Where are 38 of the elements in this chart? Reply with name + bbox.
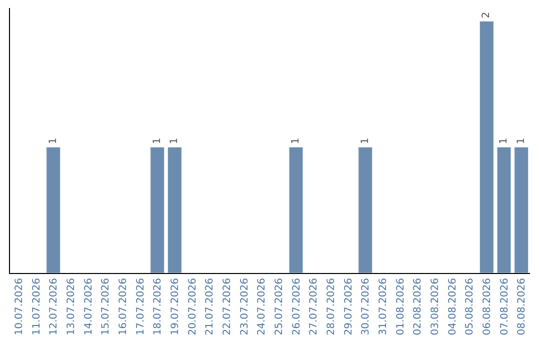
data-label: 1 bbox=[169, 138, 180, 144]
x-tick-label: 21.07.2026 bbox=[204, 278, 216, 336]
x-tick-label: 04.08.2026 bbox=[447, 278, 458, 336]
x-tick-label: 20.07.2026 bbox=[187, 278, 198, 336]
x-tick-label: 02.08.2026 bbox=[412, 278, 424, 336]
x-tick-label: 03.08.2026 bbox=[430, 278, 441, 336]
x-tick-label: 26.07.2026 bbox=[291, 278, 302, 336]
x-tick-label: 08.08.2026 bbox=[516, 278, 528, 336]
x-tick-label: 01.08.2026 bbox=[395, 278, 406, 336]
data-label: 1 bbox=[48, 138, 59, 144]
x-tick-label: 29.07.2026 bbox=[343, 278, 354, 336]
data-label: 2 bbox=[481, 12, 492, 18]
data-label: 1 bbox=[152, 138, 163, 144]
x-tick-label: 23.07.2026 bbox=[239, 278, 250, 336]
x-tick-label: 11.07.2026 bbox=[31, 278, 42, 336]
x-tick-label: 16.07.2026 bbox=[118, 278, 129, 336]
x-tick-label: 17.07.2026 bbox=[135, 278, 146, 336]
x-tick-label: 18.07.2026 bbox=[152, 278, 164, 336]
x-tick-label: 28.07.2026 bbox=[326, 278, 337, 336]
x-tick-label: 25.07.2026 bbox=[274, 278, 285, 336]
data-label: 1 bbox=[360, 138, 371, 144]
x-tick-label: 12.07.2026 bbox=[48, 278, 60, 336]
x-tick-label: 10.07.2026 bbox=[14, 278, 25, 336]
data-label: 1 bbox=[498, 138, 510, 144]
x-tick-label: 07.08.2026 bbox=[499, 278, 510, 336]
x-tick-label: 24.07.2026 bbox=[256, 278, 268, 336]
x-tick-label: 05.08.2026 bbox=[464, 278, 476, 336]
x-tick-label: 14.07.2026 bbox=[83, 278, 94, 336]
x-tick-label: 31.07.2026 bbox=[378, 278, 389, 336]
x-tick-label: 30.07.2026 bbox=[360, 278, 372, 336]
data-label: 1 bbox=[290, 138, 302, 144]
x-tick-label: 19.07.2026 bbox=[170, 278, 181, 336]
x-tick-label: 27.07.2026 bbox=[308, 278, 320, 336]
data-label: 1 bbox=[516, 138, 527, 144]
x-tick-label: 06.08.2026 bbox=[482, 278, 493, 336]
x-tick-label: 22.07.2026 bbox=[222, 278, 233, 336]
x-tick-label: 15.07.2026 bbox=[100, 278, 112, 336]
x-tick-label: 13.07.2026 bbox=[66, 278, 77, 336]
